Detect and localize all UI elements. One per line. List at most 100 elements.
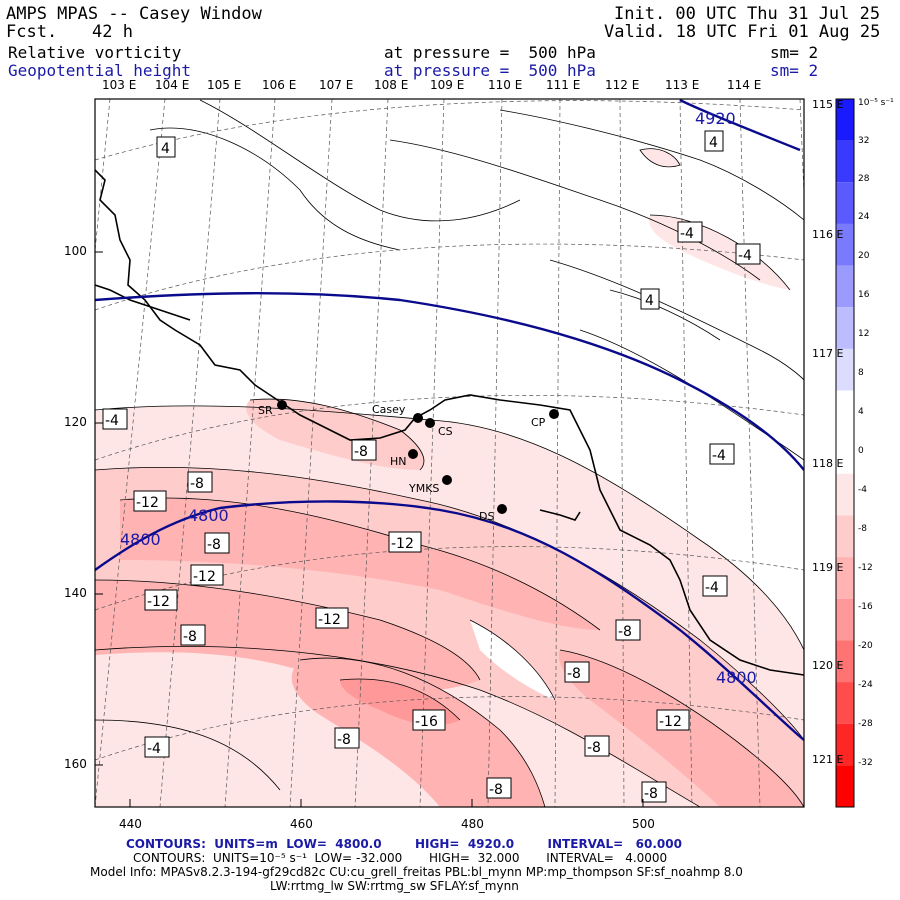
vorticity-label: -12 [147, 594, 170, 610]
lon-label-right: 117 E [812, 347, 843, 360]
station-label: CP [531, 416, 546, 429]
footer-vorticity-contours: CONTOURS: UNITS=10⁻⁵ s⁻¹ LOW= -32.000 HI… [133, 851, 668, 865]
colorbar-swatch [836, 223, 854, 266]
station-label: Casey [372, 403, 406, 416]
lon-label: 108 E [374, 78, 409, 92]
graticule [95, 99, 804, 807]
station-dot-casey [413, 413, 423, 423]
lon-label: 103 E [102, 78, 137, 92]
colorbar-tick: 24 [858, 212, 870, 222]
vorticity-label: -12 [193, 569, 216, 585]
vorticity-label: -8 [587, 740, 601, 756]
lon-label: 112 E [605, 78, 640, 92]
station-label: HN [390, 455, 407, 468]
field1-smoothing: sm= 2 [770, 43, 819, 62]
colorbar-tick: 4 [858, 407, 864, 417]
lon-label: 104 E [155, 78, 190, 92]
lon-label-right: 119 E [812, 561, 843, 574]
x-tick-label: 480 [461, 817, 484, 831]
vorticity-label: -4 [680, 226, 694, 242]
colorbar-tick: -4 [858, 485, 867, 495]
vorticity-label: -4 [712, 448, 726, 464]
vorticity-label: -8 [190, 476, 204, 492]
vorticity-label: -8 [354, 444, 368, 460]
colorbar-unit: 10⁻⁵ s⁻¹ [858, 98, 894, 108]
lon-label: 110 E [488, 78, 523, 92]
height-label: 4800 [716, 668, 757, 687]
station-dot-cs [425, 418, 435, 428]
station-dot-hn [408, 449, 418, 459]
colorbar-tick: 12 [858, 329, 869, 339]
vorticity-label: -12 [318, 612, 341, 628]
lon-label: 109 E [430, 78, 465, 92]
vorticity-shading [95, 148, 804, 807]
station-dot-ymks [442, 475, 452, 485]
colorbar-tick: -28 [858, 719, 873, 729]
x-tick-label: 500 [632, 817, 655, 831]
lon-label-right: 115 E [812, 98, 843, 111]
lon-label-right: 121 E [812, 753, 843, 766]
fcst-label: Fcst. [6, 22, 58, 42]
colorbar-tick: 20 [858, 251, 870, 261]
colorbar-swatch [836, 182, 854, 224]
colorbar-swatch [836, 99, 854, 141]
vorticity-label: -8 [337, 732, 351, 748]
colorbar-tick: 8 [858, 368, 864, 378]
colorbar-swatch [836, 640, 854, 683]
vorticity-label: -4 [147, 741, 161, 757]
lon-label-right: 118 E [812, 457, 843, 470]
colorbar-tick: -20 [858, 641, 873, 651]
vorticity-label: -8 [618, 624, 632, 640]
x-tick-label: 440 [119, 817, 142, 831]
y-tick-label: 140 [64, 586, 87, 600]
station-dot-sr [277, 400, 287, 410]
vorticity-label: -8 [183, 629, 197, 645]
height-label: 4800 [188, 506, 229, 525]
y-tick-label: 160 [64, 757, 87, 771]
height-label: 4800 [120, 530, 161, 549]
station-label: YMKS [408, 482, 439, 495]
colorbar-swatch [836, 307, 854, 349]
colorbar [835, 98, 855, 808]
colorbar-swatch [836, 348, 854, 391]
colorbar-tick: 32 [858, 136, 869, 146]
vorticity-label: -4 [105, 413, 119, 429]
station-label: CS [438, 425, 453, 438]
station-dot-cp [549, 409, 559, 419]
vorticity-label: -8 [207, 537, 221, 553]
colorbar-tick: -24 [858, 680, 873, 690]
vorticity-label: 4 [645, 293, 654, 309]
colorbar-tick: 0 [858, 446, 864, 456]
app-title: AMPS MPAS -- Casey Window [6, 4, 262, 24]
height-label: 4920 [695, 109, 736, 128]
field1-name: Relative vorticity [8, 43, 182, 62]
station-markers [277, 400, 559, 514]
colorbar-swatch [836, 265, 854, 308]
colorbar-tick: 28 [858, 174, 870, 184]
vorticity-label: -12 [136, 495, 159, 511]
field2-name: Geopotential height [8, 61, 192, 80]
colorbar-swatch [836, 515, 854, 558]
vorticity-label: -12 [659, 714, 682, 730]
vorticity-label: -4 [738, 248, 752, 264]
vorticity-label: 4 [161, 141, 170, 157]
lon-label: 111 E [546, 78, 581, 92]
lon-label: 113 E [665, 78, 700, 92]
field2-smoothing: sm= 2 [770, 61, 819, 80]
x-tick-label: 460 [290, 817, 313, 831]
lon-label-right: 120 E [812, 659, 843, 672]
colorbar-border [835, 98, 855, 808]
colorbar-swatch [836, 432, 854, 474]
colorbar-tick: -16 [858, 602, 873, 612]
colorbar-swatch [836, 473, 854, 516]
lon-label: 105 E [207, 78, 242, 92]
station-dot-ds [497, 504, 507, 514]
station-label: DS [479, 510, 494, 523]
colorbar-tick: -8 [858, 524, 867, 534]
geopotential-contours [95, 99, 804, 741]
colorbar-swatch [836, 140, 854, 183]
vorticity-label: -12 [391, 536, 414, 552]
vorticity-label: 4 [709, 135, 718, 151]
colorbar-swatch [836, 682, 854, 724]
